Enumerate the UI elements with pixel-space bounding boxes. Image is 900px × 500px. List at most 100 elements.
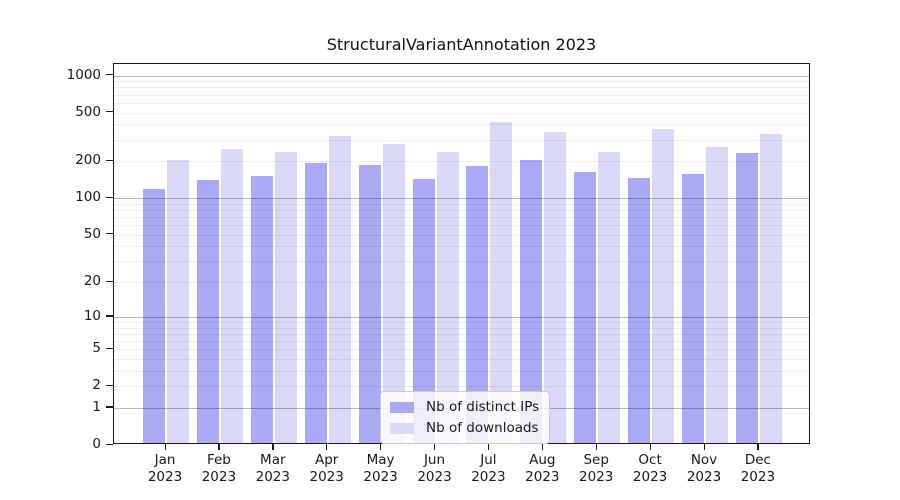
x-tick-label: Jun 2023 <box>403 452 467 485</box>
y-tick-label: 50 <box>83 225 101 242</box>
x-tick-label: Nov 2023 <box>672 452 736 485</box>
x-tick-label: Jul 2023 <box>456 452 520 485</box>
bar-downloads <box>490 122 513 443</box>
bar-downloads <box>167 160 189 443</box>
bar-distinct-ips <box>143 189 165 443</box>
y-tick-mark <box>106 233 113 235</box>
x-tick-label: Aug 2023 <box>510 452 574 485</box>
bar-downloads <box>436 152 459 443</box>
bar-distinct-ips <box>358 165 381 443</box>
x-tick-label: Sep 2023 <box>564 452 628 485</box>
bar-distinct-ips <box>682 174 704 443</box>
y-tick-label: 1000 <box>66 66 101 83</box>
x-tick-mark <box>649 444 651 450</box>
x-tick-month: Sep <box>583 452 609 468</box>
bar-downloads <box>328 136 351 443</box>
y-tick-label: 500 <box>75 103 101 120</box>
x-tick-month: Oct <box>638 452 662 468</box>
x-tick-mark <box>380 444 382 450</box>
y-tick-label: 5 <box>92 340 101 357</box>
bars-layer <box>114 64 809 443</box>
bar-distinct-ips <box>250 175 273 443</box>
legend-item-distinct-ips: Nb of distinct IPs <box>390 399 539 415</box>
x-tick-label: Feb 2023 <box>187 452 251 485</box>
bar-downloads <box>598 151 621 443</box>
legend: Nb of distinct IPs Nb of downloads <box>380 391 551 444</box>
y-tick-mark <box>106 196 113 198</box>
y-tick-label: 2 <box>92 377 101 394</box>
x-tick-mark <box>703 444 705 450</box>
legend-label-downloads: Nb of downloads <box>426 420 539 436</box>
x-tick-year: 2023 <box>363 468 398 485</box>
y-tick-mark <box>106 280 113 282</box>
x-tick-label: Oct 2023 <box>618 452 682 485</box>
x-tick-month: Jul <box>480 452 497 468</box>
bar-distinct-ips <box>412 179 435 443</box>
x-tick-year: 2023 <box>579 468 614 485</box>
x-tick-year: 2023 <box>201 468 237 485</box>
x-tick-mark <box>487 444 490 450</box>
legend-swatch-downloads <box>390 422 414 434</box>
bar-distinct-ips <box>304 162 327 443</box>
y-tick-label: 200 <box>75 152 101 169</box>
x-tick-month: Aug <box>529 452 556 468</box>
y-tick-label: 0 <box>92 436 101 452</box>
bar-distinct-ips <box>520 160 543 443</box>
y-tick-label: 10 <box>83 307 101 324</box>
bar-downloads <box>382 144 405 443</box>
x-tick-year: 2023 <box>417 468 452 485</box>
x-tick-year: 2023 <box>740 468 776 485</box>
y-tick-mark <box>106 74 113 76</box>
bar-downloads <box>652 129 675 443</box>
bar-downloads <box>759 133 782 443</box>
x-tick-month: Mar <box>260 452 286 468</box>
x-tick-label: Mar 2023 <box>241 452 305 485</box>
plot-area: Nb of distinct IPs Nb of downloads <box>113 63 810 444</box>
bar-distinct-ips <box>628 177 651 443</box>
x-tick-year: 2023 <box>255 468 290 485</box>
y-tick-label: 100 <box>75 189 101 206</box>
bar-downloads <box>706 146 728 443</box>
bar-distinct-ips <box>735 152 758 443</box>
x-tick-year: 2023 <box>147 468 183 485</box>
legend-item-downloads: Nb of downloads <box>390 420 539 436</box>
y-tick-label: 20 <box>83 273 101 290</box>
x-tick-year: 2023 <box>525 468 560 485</box>
y-tick-mark <box>106 159 113 162</box>
bar-downloads <box>220 149 243 443</box>
x-tick-month: Dec <box>744 452 771 468</box>
legend-swatch-distinct-ips <box>390 401 414 413</box>
x-tick-mark <box>434 444 436 450</box>
x-tick-year: 2023 <box>471 468 506 485</box>
x-tick-year: 2023 <box>632 468 668 485</box>
chart-title: StructuralVariantAnnotation 2023 <box>326 35 597 54</box>
x-tick-mark <box>272 444 274 450</box>
legend-label-distinct-ips: Nb of distinct IPs <box>426 399 540 415</box>
x-tick-month: May <box>366 452 395 468</box>
y-tick-mark <box>106 315 113 317</box>
x-tick-year: 2023 <box>309 468 344 485</box>
x-tick-year: 2023 <box>686 468 722 485</box>
y-tick-mark <box>106 406 113 408</box>
x-tick-label: Jan 2023 <box>133 452 197 485</box>
x-tick-month: Nov <box>690 452 718 468</box>
y-tick-mark <box>106 384 113 386</box>
x-tick-month: Jun <box>423 452 446 468</box>
x-tick-month: Feb <box>206 452 231 468</box>
x-tick-mark <box>757 444 759 450</box>
x-tick-mark <box>326 444 328 450</box>
bar-distinct-ips <box>196 179 219 443</box>
y-tick-mark <box>106 347 113 349</box>
bar-downloads <box>544 132 567 443</box>
x-tick-month: Apr <box>315 452 339 468</box>
x-tick-month: Jan <box>154 452 176 468</box>
x-tick-mark <box>164 444 166 450</box>
x-tick-label: Dec 2023 <box>726 452 790 485</box>
bar-distinct-ips <box>466 166 489 443</box>
y-tick-mark <box>106 111 113 113</box>
bar-distinct-ips <box>574 171 597 443</box>
x-tick-mark <box>218 444 220 450</box>
x-tick-label: Apr 2023 <box>295 452 359 485</box>
y-tick-label: 1 <box>92 398 101 415</box>
